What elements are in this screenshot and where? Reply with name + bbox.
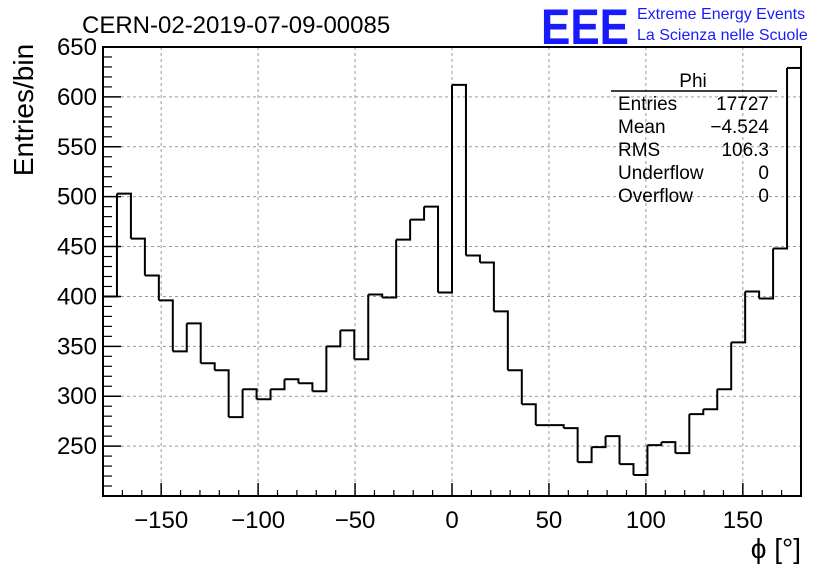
x-tick-label: 100 bbox=[626, 507, 666, 534]
histogram-bin bbox=[340, 329, 356, 360]
histogram-bin bbox=[493, 310, 509, 371]
histogram-bin bbox=[326, 330, 342, 348]
histogram-bin bbox=[424, 205, 440, 293]
histogram-bin bbox=[200, 362, 216, 371]
histogram-bin bbox=[661, 441, 677, 454]
histogram-bin bbox=[507, 369, 523, 405]
stats-label-underflow: Underflow bbox=[618, 163, 704, 184]
stats-value-entries: 17727 bbox=[716, 94, 769, 115]
histogram-bin bbox=[228, 389, 244, 419]
histogram-bin bbox=[605, 435, 621, 465]
histogram-bin bbox=[396, 219, 412, 241]
stats-value-rms: 106.3 bbox=[721, 140, 769, 161]
axis-ticks bbox=[102, 46, 802, 496]
histogram-bin bbox=[130, 237, 146, 276]
stats-value-mean: −4.524 bbox=[710, 117, 769, 138]
histogram-bin bbox=[354, 294, 370, 361]
histogram-bin bbox=[675, 414, 691, 455]
histogram-bin bbox=[116, 192, 132, 239]
histogram-bin bbox=[144, 274, 160, 301]
y-tick-label: 500 bbox=[57, 184, 97, 211]
histogram-bin bbox=[172, 323, 188, 353]
histogram-bin bbox=[270, 379, 286, 391]
x-tick-label: 0 bbox=[445, 507, 458, 534]
y-tick-label: 350 bbox=[57, 333, 97, 360]
stats-value-overflow: 0 bbox=[758, 186, 769, 207]
x-tick-label: 150 bbox=[723, 507, 763, 534]
logo-line-2: La Scienza nelle Scuole bbox=[637, 27, 808, 44]
histogram-bin bbox=[577, 447, 593, 464]
histogram-bin bbox=[689, 409, 705, 416]
histogram-bin bbox=[563, 427, 579, 463]
y-tick-label: 300 bbox=[57, 383, 97, 410]
chart-title: CERN-02-2019-07-09-00085 bbox=[82, 12, 390, 39]
histogram-bin bbox=[452, 83, 467, 256]
y-tick-label: 600 bbox=[57, 84, 97, 111]
stats-label-mean: Mean bbox=[618, 117, 666, 138]
histogram-bin bbox=[759, 248, 775, 300]
histogram-bin bbox=[382, 239, 398, 299]
x-tick-label: −50 bbox=[335, 507, 376, 534]
x-tick-label: 50 bbox=[536, 507, 563, 534]
histogram-bin bbox=[717, 342, 733, 391]
x-tick-label: −150 bbox=[134, 507, 188, 534]
histogram-bin bbox=[731, 291, 747, 344]
histogram-bin bbox=[521, 403, 537, 426]
histogram-bin bbox=[284, 378, 300, 384]
histogram-bin bbox=[298, 382, 314, 392]
histogram-bin bbox=[773, 67, 789, 250]
histogram-bin bbox=[703, 389, 719, 411]
histogram-bin bbox=[619, 463, 635, 476]
stats-value-underflow: 0 bbox=[758, 163, 769, 184]
eee-logo: EEE bbox=[541, 0, 629, 55]
stats-box: Phi Entries 17727 Mean −4.524 RMS 106.3 … bbox=[611, 71, 777, 207]
histogram-bin bbox=[745, 290, 761, 299]
x-tick-label: −100 bbox=[231, 507, 285, 534]
histogram-bin bbox=[438, 84, 453, 294]
histogram-bin bbox=[242, 388, 258, 400]
x-axis-title: ϕ [°] bbox=[751, 533, 801, 564]
tick-labels: −150 −100 −50 0 50 100 150 250 300 350 400 450 500 55… bbox=[57, 34, 763, 534]
stats-label-entries: Entries bbox=[618, 94, 677, 115]
histogram-bin bbox=[479, 261, 495, 312]
histogram-bin bbox=[591, 436, 607, 449]
y-axis-title: Entries/bin bbox=[8, 44, 39, 176]
stats-title: Phi bbox=[679, 71, 706, 92]
stats-label-overflow: Overflow bbox=[618, 186, 693, 207]
y-tick-label: 250 bbox=[57, 433, 97, 460]
histogram-bin bbox=[633, 445, 649, 477]
y-tick-label: 550 bbox=[57, 134, 97, 161]
histogram-bin bbox=[647, 442, 663, 447]
y-tick-label: 400 bbox=[57, 283, 97, 310]
y-tick-label: 450 bbox=[57, 234, 97, 261]
histogram-bin bbox=[103, 193, 118, 298]
logo-line-1: Extreme Energy Events bbox=[637, 6, 805, 23]
stats-label-rms: RMS bbox=[618, 140, 660, 161]
y-tick-label: 650 bbox=[57, 34, 97, 61]
histogram-bin bbox=[214, 369, 230, 418]
histogram-bin bbox=[158, 299, 174, 352]
histogram-bin bbox=[549, 424, 565, 429]
histogram-bin bbox=[465, 254, 481, 263]
histogram-bin bbox=[312, 346, 328, 393]
histogram-bin bbox=[410, 206, 426, 221]
histogram-bin bbox=[256, 389, 272, 401]
histogram-bin bbox=[186, 322, 202, 364]
